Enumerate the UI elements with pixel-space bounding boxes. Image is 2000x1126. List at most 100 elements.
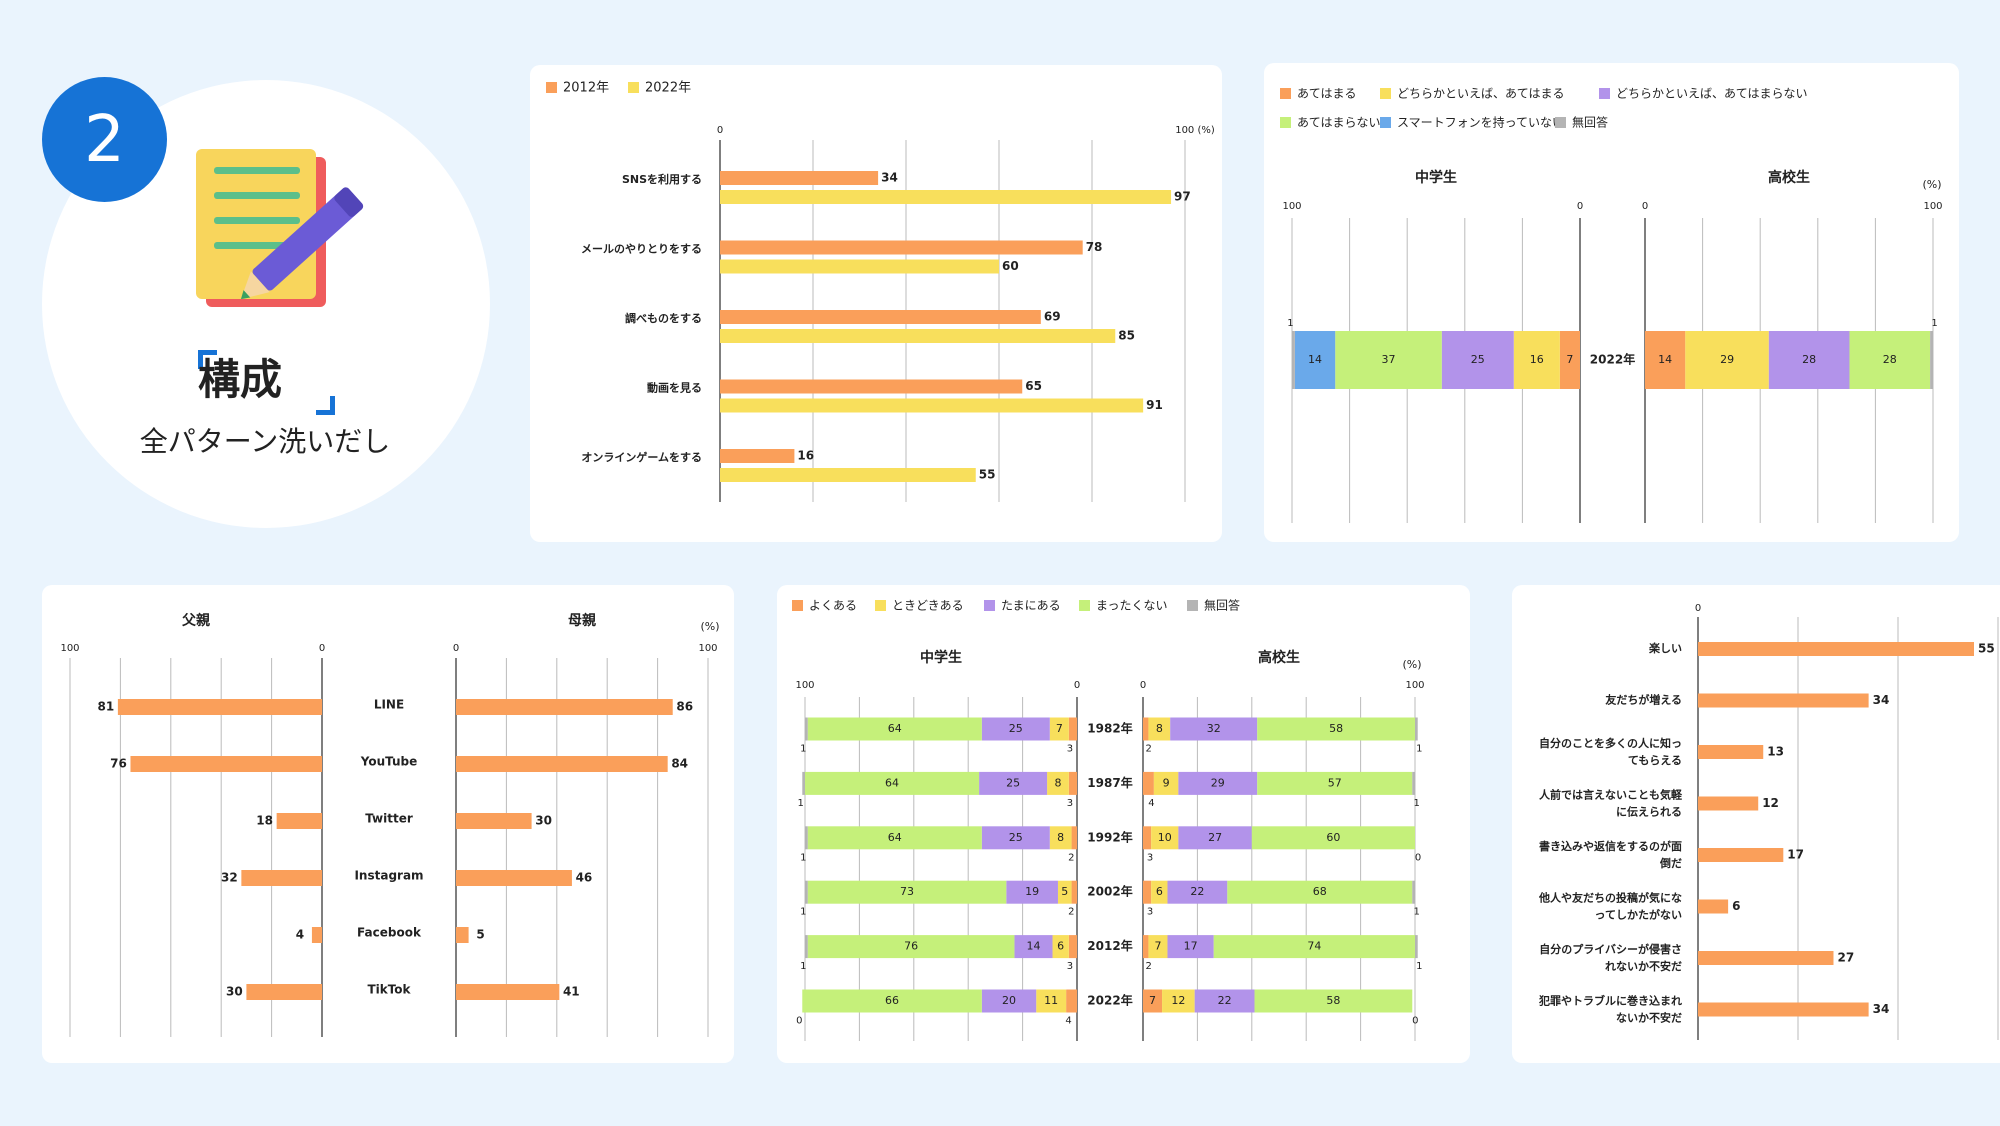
left-segment-label-0-3: 37 xyxy=(1381,353,1395,366)
left-segment-label-0-2: 25 xyxy=(1009,722,1023,735)
left-bar-value-1: 76 xyxy=(110,757,127,771)
left-segment-0-1 xyxy=(1513,331,1560,389)
right-segment-label-4-0: 2 xyxy=(1146,961,1152,972)
right-bar-value-1: 84 xyxy=(671,757,688,771)
chart-smartphone: あてはまる どちらかといえば、あてはまる どちらかといえば、あてはまらないあてはまら… xyxy=(1280,87,1943,523)
right-bar-value-4: 5 xyxy=(476,928,484,942)
right-segment-label-0-2: 32 xyxy=(1207,722,1221,735)
legend-swatch-2 xyxy=(984,600,995,611)
right-segment-label-2-3: 60 xyxy=(1326,831,1340,844)
left-segment-label-4-3: 76 xyxy=(904,940,918,953)
row-label-0: 1982年 xyxy=(1087,721,1132,736)
left-segment-label-3-2: 19 xyxy=(1025,885,1039,898)
bar-1 xyxy=(1698,693,1869,708)
category-label-4-line1: 書き込みや返信をするのが面 xyxy=(1539,839,1682,853)
left-segment-2-2 xyxy=(981,826,1050,850)
panel-smartphone: あてはまる どちらかといえば、あてはまる どちらかといえば、あてはまらない あてはまら… xyxy=(1264,63,1959,542)
category-label-1: 友だちが増える xyxy=(1605,693,1682,707)
bar-value-2-0: 69 xyxy=(1044,310,1061,324)
right-bar-value-2: 30 xyxy=(535,814,552,828)
left-segment-3-2 xyxy=(1006,880,1058,904)
bar-4-1 xyxy=(720,468,976,482)
left-title: 中学生 xyxy=(920,649,962,666)
left-segment-1-1 xyxy=(1047,771,1069,795)
right-bar-value-5: 41 xyxy=(563,985,580,999)
left-segment-0-5 xyxy=(1292,331,1295,389)
left-axis-max: 0 xyxy=(1577,201,1583,212)
bar-value-6: 27 xyxy=(1837,951,1854,965)
left-segment-label-5-2: 20 xyxy=(1002,994,1016,1007)
bar-1-1 xyxy=(720,259,999,274)
legend-label-3: あてはまらない xyxy=(1297,116,1381,130)
legend-label-0: よくある xyxy=(809,599,857,613)
right-segment-label-2-4: 0 xyxy=(1415,852,1421,863)
right-bar-5 xyxy=(456,984,560,1000)
right-segment-5-0 xyxy=(1143,989,1163,1013)
bar-1-0 xyxy=(720,240,1083,255)
right-title: 母親 xyxy=(568,612,596,629)
left-segment-0-2 xyxy=(1441,331,1514,389)
bar-4-0 xyxy=(720,449,795,463)
document-pencil-icon xyxy=(196,149,364,307)
category-label-7-line2: ないか不安だ xyxy=(1616,1011,1682,1025)
left-segment-5-2 xyxy=(981,989,1037,1013)
bar-3 xyxy=(1698,796,1759,811)
section-title: 構成 xyxy=(197,355,282,404)
row-label-4: 2012年 xyxy=(1087,938,1132,953)
left-segment-5-1 xyxy=(1036,989,1067,1013)
left-segment-label-1-1: 8 xyxy=(1054,776,1061,789)
right-segment-0-1 xyxy=(1685,331,1769,389)
legend-label-0: 2012年 xyxy=(563,81,609,96)
left-segment-label-4-1: 6 xyxy=(1057,940,1064,953)
category-label-3-line1: 人前では言えないことも気軽 xyxy=(1539,788,1683,802)
right-segment-1-2 xyxy=(1178,771,1258,795)
category-label-2: Twitter xyxy=(365,812,413,826)
right-bar-3 xyxy=(456,870,572,886)
right-axis-min: 0 xyxy=(453,643,459,654)
left-bar-1 xyxy=(130,756,322,772)
left-title: 中学生 xyxy=(1415,169,1457,186)
panel-frequency: よくある ときどきある たまにある まったくない 無回答 中学生 高校生 (%) 100 0 0 10… xyxy=(777,585,1470,1063)
left-bar-value-4: 4 xyxy=(296,928,304,942)
left-segment-label-0-4: 14 xyxy=(1308,353,1322,366)
left-segment-0-4 xyxy=(805,717,808,741)
left-segment-4-1 xyxy=(1052,935,1069,959)
right-segment-label-3-3: 68 xyxy=(1313,885,1327,898)
section-subtitle: 全パターン洗いだし xyxy=(139,425,391,458)
right-segment-label-5-0: 7 xyxy=(1149,994,1156,1007)
category-label-6-line1: 自分のプライバシーが侵害さ xyxy=(1539,942,1682,956)
right-segment-label-3-0: 3 xyxy=(1147,907,1153,918)
category-label-7-line1: 犯罪やトラブルに巻き込まれ xyxy=(1538,994,1682,1008)
right-segment-label-5-1: 12 xyxy=(1171,994,1185,1007)
left-segment-4-2 xyxy=(1014,935,1053,959)
legend-label-3: まったくない xyxy=(1096,599,1168,613)
right-bar-1 xyxy=(456,756,668,772)
left-segment-1-3 xyxy=(805,771,980,795)
right-segment-label-3-2: 22 xyxy=(1190,885,1204,898)
right-segment-0-4 xyxy=(1415,717,1418,741)
bar-0-0 xyxy=(720,171,879,185)
right-segment-2-1 xyxy=(1151,826,1179,850)
right-bar-0 xyxy=(456,699,673,715)
right-segment-5-1 xyxy=(1162,989,1195,1013)
right-axis-min: 0 xyxy=(1642,201,1648,212)
left-bar-0 xyxy=(117,699,322,715)
left-segment-4-3 xyxy=(807,935,1015,959)
legend-label-4: スマートフォンを持っていない xyxy=(1397,115,1564,130)
left-segment-2-1 xyxy=(1049,826,1072,850)
bar-3-1 xyxy=(720,398,1144,413)
left-axis-min: 100 xyxy=(1282,201,1301,212)
right-axis-min: 0 xyxy=(1140,680,1146,691)
left-bar-2 xyxy=(276,813,322,829)
right-segment-label-4-1: 7 xyxy=(1154,940,1161,953)
right-segment-label-1-3: 57 xyxy=(1328,776,1342,789)
left-segment-label-0-1: 7 xyxy=(1056,722,1063,735)
left-axis-max: 0 xyxy=(319,643,325,654)
row-label-3: 2002年 xyxy=(1087,884,1132,899)
left-segment-0-3 xyxy=(1335,331,1442,389)
panel-reasons: 0 楽しい 55 友だちが増える 34 自分のことを多くの人に知っ てもらえる 13 人前では言… xyxy=(1512,585,2000,1063)
left-segment-label-5-1: 11 xyxy=(1044,994,1058,1007)
right-segment-1-0 xyxy=(1143,771,1154,795)
right-segment-3-0 xyxy=(1143,880,1152,904)
